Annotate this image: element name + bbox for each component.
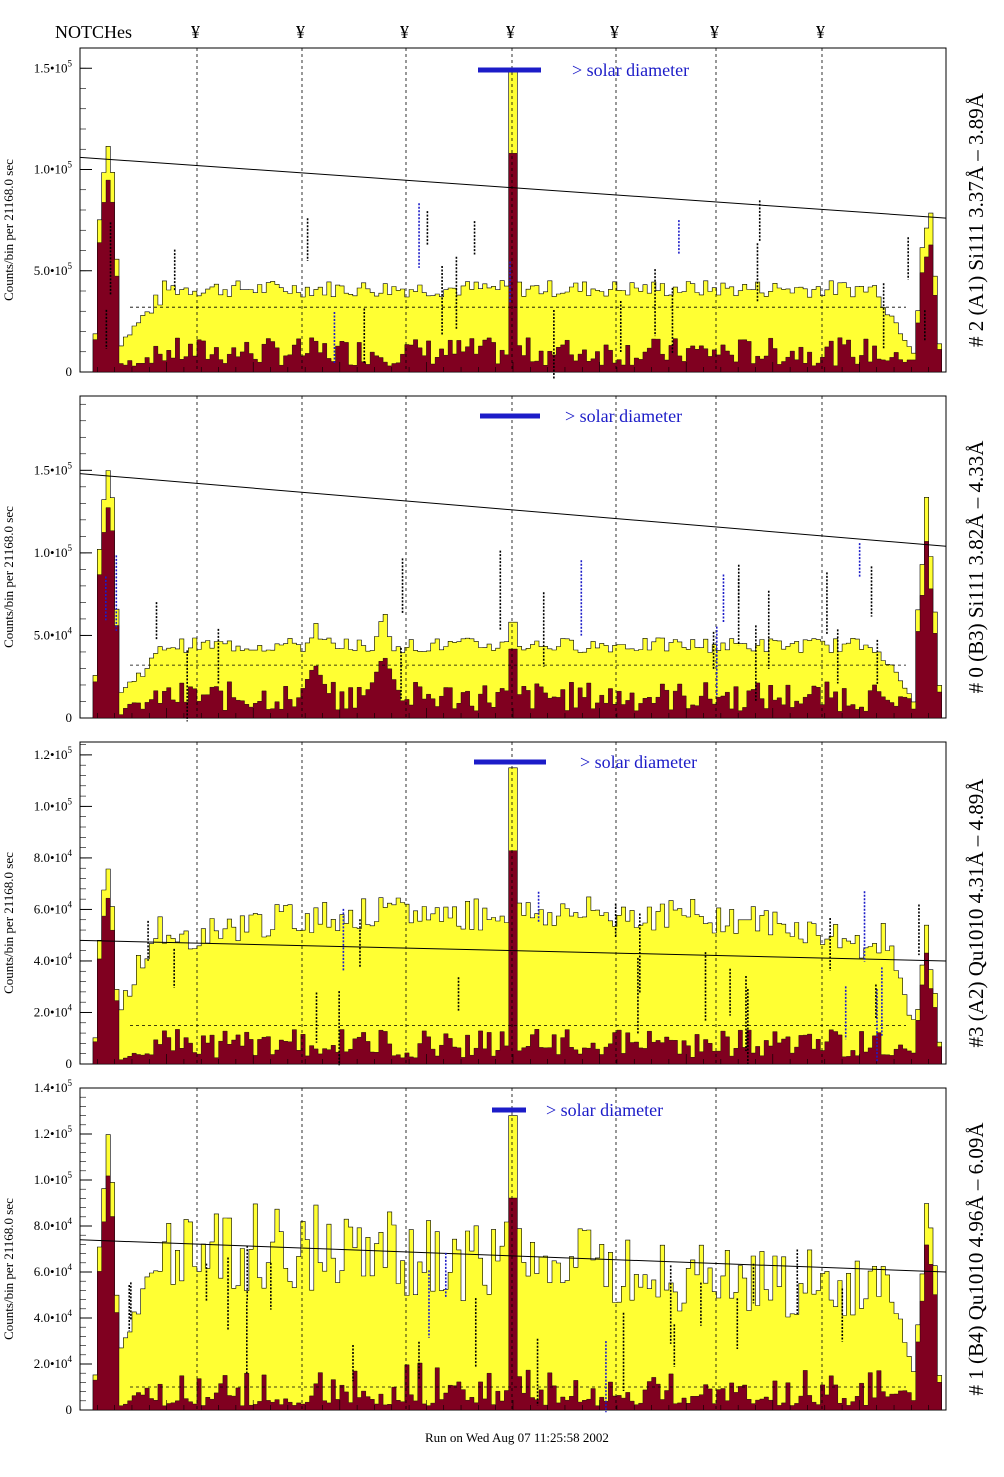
y-tick-label: 1.0•105 bbox=[34, 1170, 73, 1187]
notch-header: NOTCHes ¥ ¥ ¥ ¥ ¥ ¥ ¥ bbox=[55, 22, 825, 42]
notch-marker-6: ¥ bbox=[710, 22, 719, 42]
y-tick-label: 2.0•104 bbox=[34, 1354, 73, 1371]
y-axis-label: Counts/bin per 21168.0 sec bbox=[1, 1198, 16, 1340]
notches-label: NOTCHes bbox=[55, 22, 132, 42]
notch-marker-4: ¥ bbox=[506, 22, 515, 42]
panel-title: #3 (A2) Qu1010 4.31Å – 4.89Å bbox=[964, 778, 988, 1048]
solar-diameter-label: > solar diameter bbox=[546, 1100, 663, 1120]
panel-4: 0 2.0•104 4.0•104 6.0•104 8.0•104 1.0•105 1.2•… bbox=[1, 1078, 988, 1417]
notch-marker-5: ¥ bbox=[610, 22, 619, 42]
panel-title: # 2 (A1) Si111 3.37Å – 3.89Å bbox=[964, 92, 988, 347]
panel-title: # 1 (B4) Qu1010 4.96Å – 6.09Å bbox=[964, 1122, 988, 1396]
maroon-histogram bbox=[80, 1175, 946, 1411]
y-tick-label: 0 bbox=[66, 1402, 73, 1417]
y-tick-label: 1.0•105 bbox=[34, 796, 73, 813]
maroon-histogram bbox=[80, 153, 946, 373]
y-tick-label: 4.0•104 bbox=[34, 1308, 73, 1325]
panel-3: 0 2.0•104 4.0•104 6.0•104 8.0•104 1.0•105 1.2•… bbox=[1, 741, 988, 1071]
y-tick-label: 1.5•105 bbox=[34, 58, 73, 75]
y-tick-label: 2.0•104 bbox=[34, 1002, 73, 1019]
y-tick-label: 5.0•105 bbox=[34, 261, 73, 278]
solar-diameter-label: > solar diameter bbox=[580, 752, 697, 772]
y-tick-label: 0 bbox=[66, 364, 73, 379]
y-tick-label: 6.0•104 bbox=[34, 899, 73, 916]
panel-2: 0 5.0•104 1.0•105 1.5•105 Counts/bin per 211… bbox=[1, 395, 988, 725]
y-axis-label: Counts/bin per 21168.0 sec bbox=[1, 159, 16, 301]
maroon-histogram bbox=[80, 507, 946, 719]
notch-marker-1: ¥ bbox=[191, 22, 200, 42]
y-axis-label: Counts/bin per 21168.0 sec bbox=[1, 506, 16, 648]
y-tick-label: 1.2•105 bbox=[34, 1124, 73, 1141]
notch-marker-2: ¥ bbox=[296, 22, 305, 42]
notch-marker-7: ¥ bbox=[816, 22, 825, 42]
y-tick-label: 1.2•105 bbox=[34, 745, 73, 762]
panel-title: # 0 (B3) Si111 3.82Å – 4.33Å bbox=[964, 440, 988, 694]
y-tick-label: 1.0•105 bbox=[34, 543, 73, 560]
solar-diameter-label: > solar diameter bbox=[565, 406, 682, 426]
trend-line bbox=[79, 939, 947, 962]
notch-marker-3: ¥ bbox=[400, 22, 409, 42]
y-tick-label: 6.0•104 bbox=[34, 1262, 73, 1279]
y-tick-label: 1.4•105 bbox=[34, 1078, 73, 1095]
solar-diameter-label: > solar diameter bbox=[572, 60, 689, 80]
yellow-histogram bbox=[80, 470, 946, 719]
y-tick-label: 8.0•104 bbox=[34, 848, 73, 865]
panels: 0 5.0•105 1.0•105 1.5•105 Counts/bin per 211… bbox=[1, 47, 988, 1417]
y-tick-label: 4.0•104 bbox=[34, 951, 73, 968]
y-tick-label: 1.0•105 bbox=[34, 160, 73, 177]
y-axis-label: Counts/bin per 21168.0 sec bbox=[1, 852, 16, 994]
y-tick-label: 8.0•104 bbox=[34, 1216, 73, 1233]
y-tick-label: 5.0•104 bbox=[34, 625, 73, 642]
trend-line bbox=[79, 1239, 947, 1273]
trend-line bbox=[79, 473, 947, 547]
y-tick-label: 0 bbox=[66, 710, 73, 725]
y-tick-label: 0 bbox=[66, 1056, 73, 1071]
trend-line bbox=[79, 156, 947, 219]
run-timestamp: Run on Wed Aug 07 11:25:58 2002 bbox=[425, 1430, 609, 1445]
y-tick-label: 1.5•105 bbox=[34, 460, 73, 477]
panel-1: 0 5.0•105 1.0•105 1.5•105 Counts/bin per 211… bbox=[1, 47, 988, 380]
